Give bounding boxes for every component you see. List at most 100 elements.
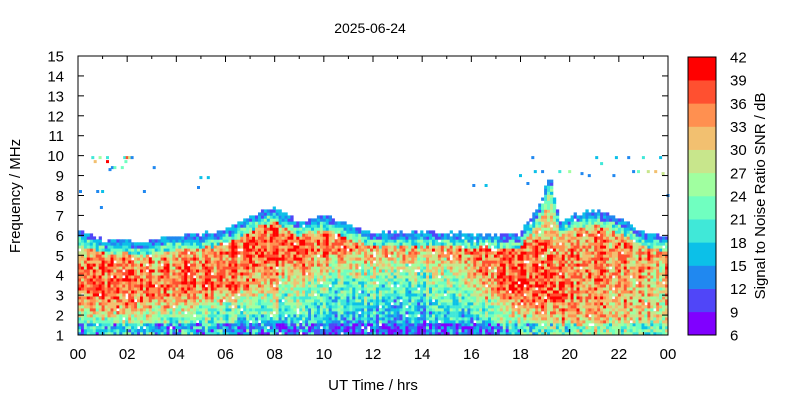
heatmap-cell bbox=[314, 317, 318, 321]
heatmap-cell bbox=[393, 263, 397, 267]
heatmap-cell bbox=[411, 281, 415, 285]
heatmap-cell bbox=[488, 275, 492, 279]
heatmap-cell bbox=[384, 311, 388, 315]
heatmap-cell bbox=[440, 281, 445, 285]
heatmap-cell bbox=[246, 320, 250, 324]
heatmap-cell bbox=[95, 311, 99, 315]
heatmap-cell bbox=[346, 293, 350, 297]
heatmap-cell bbox=[219, 278, 223, 282]
heatmap-cell bbox=[434, 260, 439, 264]
heatmap-cell bbox=[263, 317, 268, 321]
heatmap-cell bbox=[240, 317, 244, 321]
heatmap-cell bbox=[234, 311, 238, 315]
heatmap-cell bbox=[243, 293, 247, 297]
heatmap-cell bbox=[502, 263, 507, 267]
heatmap-cell bbox=[98, 308, 102, 312]
heatmap-cell bbox=[258, 248, 262, 252]
heatmap-cell bbox=[175, 281, 179, 285]
heatmap-cell bbox=[491, 311, 495, 315]
heatmap-cell bbox=[128, 302, 132, 306]
heatmap-cell bbox=[493, 287, 498, 291]
heatmap-cell bbox=[437, 329, 442, 333]
heatmap-cell bbox=[258, 257, 262, 261]
heatmap-cell bbox=[361, 320, 365, 324]
heatmap-cell bbox=[145, 302, 150, 306]
heatmap-cell bbox=[334, 317, 338, 321]
heatmap-cell bbox=[396, 311, 400, 315]
heatmap-cell bbox=[316, 278, 321, 282]
heatmap-cell bbox=[305, 284, 309, 288]
heatmap-cell bbox=[396, 278, 400, 282]
heatmap-cell bbox=[479, 323, 483, 327]
heatmap-cell bbox=[240, 305, 244, 309]
heatmap-cell bbox=[387, 242, 391, 246]
heatmap-cell bbox=[302, 263, 306, 267]
heatmap-cell bbox=[222, 269, 226, 273]
heatmap-cell bbox=[381, 293, 385, 297]
heatmap-cell bbox=[231, 269, 235, 273]
heatmap-cell bbox=[243, 260, 247, 264]
heatmap-cell bbox=[408, 329, 412, 333]
heatmap-cell bbox=[299, 266, 303, 270]
heatmap-cell bbox=[154, 266, 158, 270]
heatmap-cell bbox=[302, 221, 306, 225]
heatmap-cell bbox=[275, 326, 279, 330]
heatmap-cell bbox=[228, 290, 232, 294]
heatmap-cell bbox=[145, 245, 150, 249]
heatmap-cell bbox=[255, 281, 259, 285]
heatmap-cell bbox=[470, 287, 474, 291]
heatmap-cell bbox=[343, 251, 347, 255]
heatmap-cell bbox=[157, 296, 161, 300]
heatmap-cell bbox=[154, 302, 158, 306]
heatmap-cell bbox=[437, 323, 442, 327]
heatmap-cell bbox=[464, 281, 468, 285]
heatmap-cell bbox=[199, 320, 203, 324]
heatmap-cell bbox=[502, 275, 507, 279]
heatmap-cell bbox=[308, 311, 312, 315]
heatmap-cell bbox=[275, 302, 279, 306]
heatmap-cell bbox=[381, 287, 385, 291]
heatmap-cell bbox=[228, 278, 232, 282]
heatmap-cell bbox=[81, 278, 85, 282]
heatmap-cell bbox=[316, 230, 321, 234]
heatmap-cell bbox=[364, 308, 368, 312]
heatmap-cell bbox=[402, 296, 406, 300]
heatmap-cell bbox=[157, 242, 161, 246]
heatmap-cell bbox=[423, 242, 427, 246]
heatmap-cell bbox=[393, 248, 397, 252]
heatmap-cell bbox=[140, 254, 144, 258]
heatmap-cell bbox=[502, 296, 507, 300]
heatmap-cell bbox=[346, 323, 350, 327]
heatmap-cell bbox=[370, 233, 374, 237]
heatmap-cell bbox=[199, 305, 203, 309]
heatmap-cell bbox=[148, 311, 153, 315]
heatmap-cell bbox=[234, 242, 238, 246]
heatmap-cell bbox=[393, 323, 397, 327]
heatmap-cell bbox=[89, 245, 94, 249]
heatmap-cell bbox=[122, 311, 126, 315]
heatmap-cell bbox=[340, 314, 344, 318]
heatmap-cell bbox=[331, 284, 335, 288]
heatmap-cell bbox=[234, 278, 238, 282]
heatmap-cell bbox=[249, 299, 253, 303]
heatmap-cell bbox=[305, 290, 309, 294]
heatmap-cell bbox=[432, 269, 436, 273]
heatmap-cell bbox=[296, 221, 300, 225]
heatmap-cell bbox=[246, 311, 250, 315]
heatmap-cell bbox=[337, 248, 341, 252]
heatmap-cell bbox=[390, 233, 394, 237]
heatmap-cell bbox=[343, 230, 347, 234]
heatmap-cell bbox=[92, 290, 97, 294]
heatmap-cell bbox=[154, 317, 158, 321]
heatmap-cell bbox=[432, 254, 436, 258]
heatmap-cell bbox=[293, 281, 297, 285]
heatmap-cell bbox=[346, 239, 350, 243]
heatmap-cell bbox=[319, 242, 324, 246]
heatmap-cell bbox=[201, 266, 206, 270]
heatmap-cell bbox=[429, 275, 433, 279]
heatmap-cell bbox=[128, 245, 132, 249]
heatmap-cell bbox=[154, 239, 158, 243]
heatmap-cell bbox=[393, 272, 397, 276]
heatmap-cell bbox=[314, 311, 318, 315]
heatmap-cell bbox=[314, 233, 318, 237]
